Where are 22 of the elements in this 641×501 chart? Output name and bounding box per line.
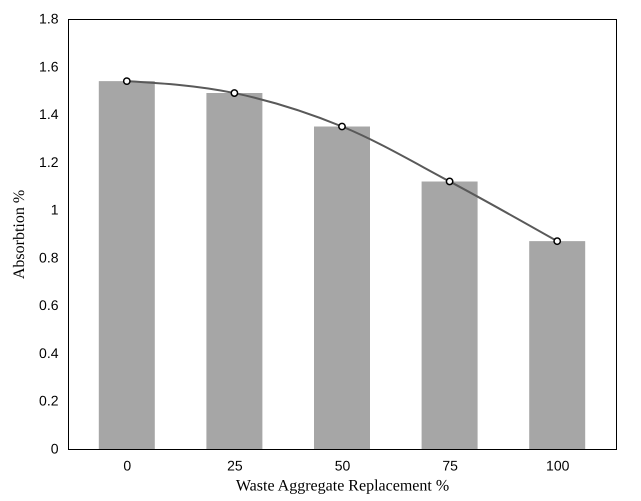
y-tick-label: 1	[50, 202, 59, 218]
bar	[98, 81, 155, 449]
x-tick-label: 0	[123, 458, 132, 474]
bar	[314, 126, 370, 449]
y-tick-label: 0.2	[39, 392, 59, 409]
y-tick-label: 1.4	[39, 106, 59, 122]
bar	[206, 93, 262, 449]
y-tick-label: 1.6	[39, 58, 59, 74]
x-tick-label: 75	[442, 458, 458, 474]
y-tick-label: 0	[50, 440, 59, 456]
y-axis-title: Absorbtion %	[11, 190, 28, 280]
bar	[422, 181, 478, 449]
y-tick-label: 1.2	[39, 154, 59, 170]
x-tick-label: 25	[227, 458, 243, 474]
y-tick-label: 0.6	[39, 297, 59, 314]
y-tick-label: 0.8	[39, 249, 59, 266]
y-tick-label: 1.8	[39, 10, 59, 26]
y-tick-label: 0.4	[39, 344, 59, 361]
bar	[529, 241, 586, 449]
x-axis-title: Waste Aggregate Replacement %	[236, 478, 450, 494]
x-tick-label: 100	[546, 458, 570, 474]
x-tick-label: 50	[334, 458, 350, 474]
